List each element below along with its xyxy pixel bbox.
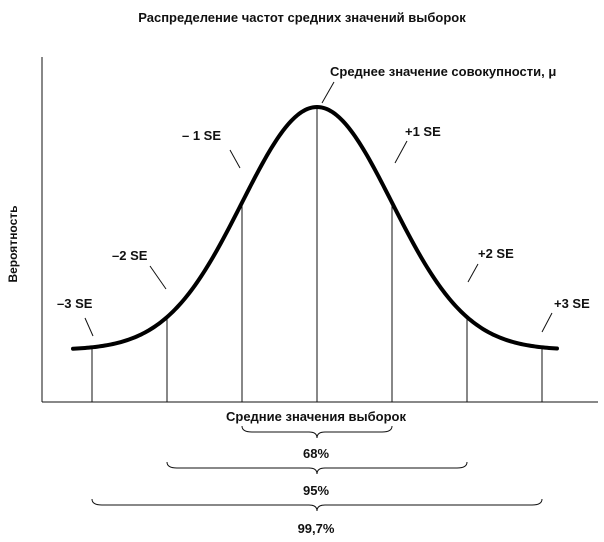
label-minus-3-se: –3 SE bbox=[57, 296, 93, 311]
leader-p3 bbox=[541, 312, 553, 333]
label-plus-3-se: +3 SE bbox=[554, 296, 590, 311]
brace-99-7 bbox=[91, 498, 543, 512]
label-plus-1-se: +1 SE bbox=[405, 124, 441, 139]
label-minus-2-se: –2 SE bbox=[112, 248, 148, 263]
leader-p1 bbox=[394, 140, 408, 164]
label-leaders bbox=[84, 81, 553, 337]
label-plus-2-se: +2 SE bbox=[478, 246, 514, 261]
brace-95 bbox=[166, 461, 468, 475]
leader-mean bbox=[321, 81, 335, 104]
bell-curve bbox=[71, 104, 559, 351]
leader-p2 bbox=[467, 263, 479, 283]
label-minus-1-se: – 1 SE bbox=[182, 128, 221, 143]
label-population-mean: Среднее значение совокупности, μ bbox=[330, 64, 556, 79]
leader-m1 bbox=[229, 149, 241, 169]
leader-m3 bbox=[84, 317, 94, 337]
leader-m2 bbox=[149, 265, 167, 290]
x-axis-label: Средние значения выборок bbox=[226, 409, 406, 424]
sigma-drop-lines bbox=[91, 107, 543, 402]
diagram-title: Распределение частот средних значений вы… bbox=[138, 10, 466, 25]
brace-68 bbox=[241, 425, 393, 439]
y-axis-label: Вероятность bbox=[6, 205, 20, 282]
percent-99-7: 99,7% bbox=[298, 521, 335, 536]
percent-68: 68% bbox=[303, 446, 329, 461]
percent-braces bbox=[91, 425, 543, 512]
percent-95: 95% bbox=[303, 483, 329, 498]
